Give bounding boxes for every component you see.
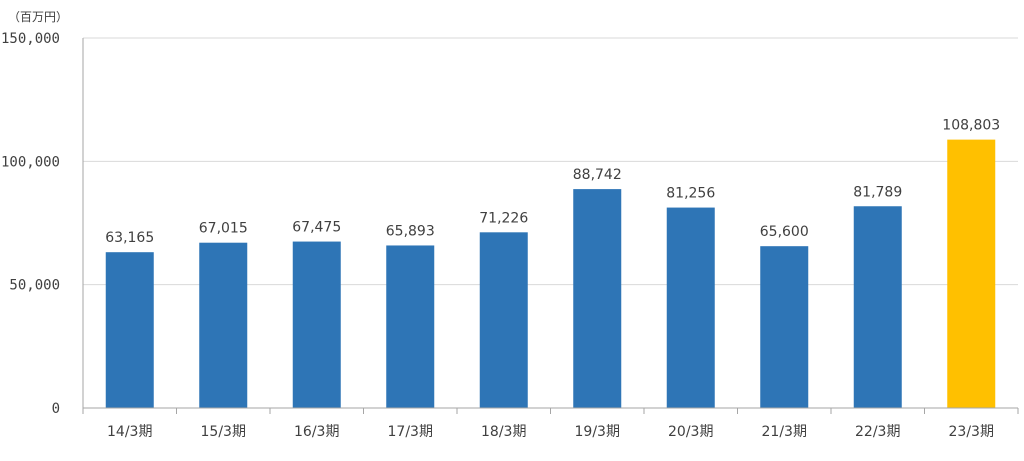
bars <box>105 139 996 408</box>
bar <box>573 189 622 408</box>
x-category-label: 23/3期 <box>949 424 994 440</box>
bar <box>199 242 248 408</box>
x-category-label: 18/3期 <box>481 424 526 440</box>
bar <box>760 246 809 408</box>
x-category-label: 20/3期 <box>668 424 713 440</box>
y-axis-ticks: 0 50,000 100,000 150,000 <box>1 31 60 417</box>
data-label: 67,475 <box>292 220 341 236</box>
data-label: 63,165 <box>105 230 154 246</box>
bar <box>947 139 996 408</box>
data-label: 81,789 <box>853 184 902 200</box>
data-labels: 63,165 67,015 67,475 65,893 71,226 88,742 81,2… <box>105 118 1000 247</box>
y-tick-label: 0 <box>52 401 60 417</box>
x-axis-categories: 14/3期 15/3期 16/3期 17/3期 18/3期 19/3期 20/3期 21/3期… <box>107 424 994 440</box>
bar <box>853 206 902 408</box>
y-tick-label: 150,000 <box>1 31 60 47</box>
data-label: 65,600 <box>760 224 809 240</box>
bar <box>386 245 435 408</box>
data-label: 108,803 <box>942 118 1000 134</box>
data-label: 88,742 <box>573 167 622 183</box>
bar <box>479 232 528 408</box>
y-axis-unit-label: （百万円） <box>8 10 68 24</box>
x-category-label: 21/3期 <box>762 424 807 440</box>
x-category-label: 16/3期 <box>294 424 339 440</box>
x-category-label: 19/3期 <box>575 424 620 440</box>
y-tick-label: 50,000 <box>9 278 60 294</box>
axes <box>82 38 1019 414</box>
bar <box>666 207 715 408</box>
x-category-label: 22/3期 <box>855 424 900 440</box>
data-label: 65,893 <box>386 223 435 239</box>
data-label: 67,015 <box>199 221 248 237</box>
data-label: 81,256 <box>666 186 715 202</box>
data-label: 71,226 <box>479 210 528 226</box>
x-category-label: 14/3期 <box>107 424 152 440</box>
bar <box>292 241 341 408</box>
bar <box>105 252 154 408</box>
x-category-label: 17/3期 <box>388 424 433 440</box>
x-category-label: 15/3期 <box>201 424 246 440</box>
y-tick-label: 100,000 <box>1 154 60 170</box>
